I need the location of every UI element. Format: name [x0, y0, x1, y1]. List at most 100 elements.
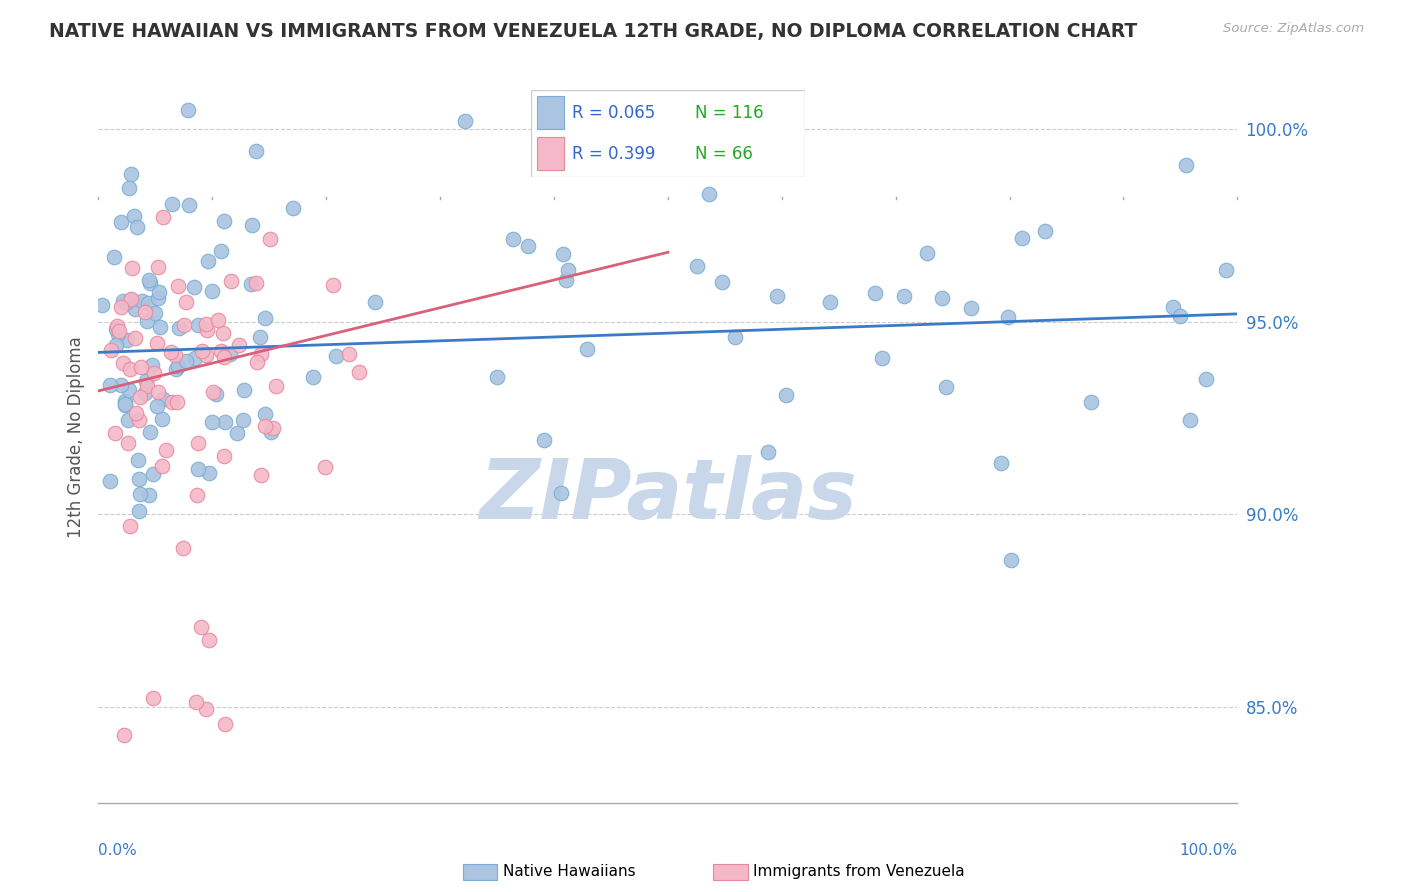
Point [253, 310, 276, 325]
Point [935, 379, 957, 393]
Point [775, 387, 797, 401]
Point [138, 487, 160, 501]
Point [114, 398, 136, 412]
Point [198, 467, 221, 481]
Point [1080, 395, 1102, 409]
Point [131, 293, 153, 308]
Point [117, 435, 139, 450]
Point [111, 294, 134, 309]
Point [219, 347, 242, 361]
Point [349, 365, 371, 379]
Point [240, 277, 263, 292]
Point [454, 114, 477, 128]
Point [818, 294, 841, 309]
Point [325, 349, 347, 363]
Point [167, 279, 190, 293]
Point [686, 259, 709, 273]
Text: Source: ZipAtlas.com: Source: ZipAtlas.com [1223, 22, 1364, 36]
Point [1168, 309, 1191, 323]
Point [219, 274, 242, 288]
Point [98, 377, 121, 392]
Point [117, 413, 139, 427]
Point [233, 383, 256, 397]
Point [262, 421, 284, 435]
Y-axis label: 12th Grade, No Diploma: 12th Grade, No Diploma [66, 336, 84, 538]
Point [105, 319, 128, 334]
Point [160, 344, 183, 359]
Point [134, 386, 156, 401]
Point [165, 362, 187, 376]
Point [172, 541, 194, 556]
Point [190, 620, 212, 634]
Point [141, 358, 163, 372]
Point [135, 374, 157, 388]
Point [174, 353, 197, 368]
Point [100, 474, 122, 488]
Point [169, 321, 191, 335]
Point [186, 318, 208, 332]
Point [205, 386, 228, 401]
Point [186, 462, 208, 476]
Point [201, 415, 224, 429]
Point [142, 691, 165, 706]
Point [997, 310, 1019, 325]
Point [110, 214, 132, 228]
Point [931, 291, 953, 305]
Point [893, 289, 915, 303]
Point [124, 301, 146, 316]
Point [214, 415, 236, 429]
Point [120, 292, 142, 306]
Point [550, 485, 572, 500]
Point [160, 395, 183, 409]
Point [1161, 300, 1184, 314]
Point [554, 273, 576, 287]
Point [143, 366, 166, 380]
Point [177, 103, 200, 117]
Point [266, 378, 288, 392]
Point [124, 331, 146, 345]
Point [1175, 159, 1198, 173]
Point [121, 260, 143, 275]
Point [160, 196, 183, 211]
Point [120, 167, 142, 181]
Point [302, 370, 325, 384]
Point [150, 458, 173, 473]
Point [145, 306, 167, 320]
Point [118, 383, 141, 397]
Point [135, 378, 157, 392]
Point [136, 296, 159, 310]
Point [960, 301, 983, 315]
Text: NATIVE HAWAIIAN VS IMMIGRANTS FROM VENEZUELA 12TH GRADE, NO DIPLOMA CORRELATION : NATIVE HAWAIIAN VS IMMIGRANTS FROM VENEZ… [49, 22, 1137, 41]
Point [146, 399, 169, 413]
Point [177, 198, 200, 212]
Point [183, 279, 205, 293]
Point [226, 425, 249, 440]
Point [139, 425, 162, 439]
Point [863, 286, 886, 301]
Point [104, 322, 127, 336]
Point [152, 392, 174, 406]
Point [337, 347, 360, 361]
Point [110, 300, 132, 314]
Point [134, 305, 156, 319]
Point [117, 334, 139, 348]
Point [209, 343, 232, 358]
Point [184, 695, 207, 709]
Point [711, 275, 734, 289]
Point [167, 359, 190, 373]
Point [246, 355, 269, 369]
Point [107, 327, 129, 342]
Point [201, 385, 224, 400]
Point [190, 343, 212, 358]
Point [314, 460, 336, 475]
Point [207, 312, 229, 326]
Point [107, 324, 129, 338]
Point [194, 702, 217, 716]
Point [697, 187, 720, 202]
Point [187, 436, 209, 450]
Point [1000, 553, 1022, 567]
Point [557, 262, 579, 277]
Point [214, 716, 236, 731]
Text: 100.0%: 100.0% [1180, 843, 1237, 858]
Point [128, 412, 150, 426]
